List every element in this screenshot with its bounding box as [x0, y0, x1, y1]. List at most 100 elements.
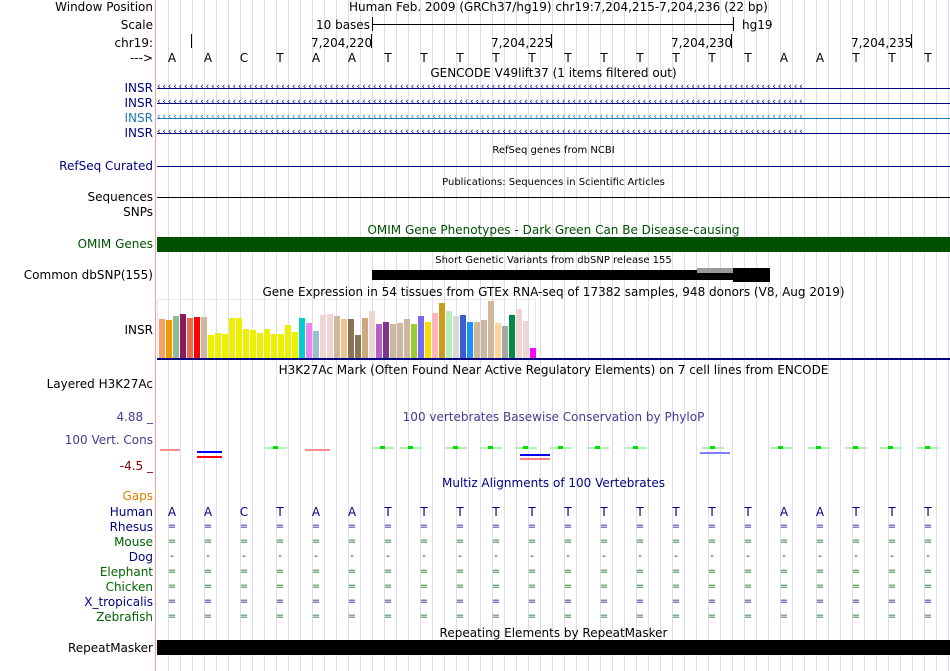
track-label-dbsnp[interactable]: Common dbSNP(155)	[23, 268, 153, 282]
gtex-bar-7[interactable]	[201, 316, 207, 359]
gtex-bar-52[interactable]	[516, 308, 522, 359]
gtex-bar-3[interactable]	[173, 315, 179, 359]
alignment-match: =	[563, 521, 573, 532]
gtex-bar-42[interactable]	[446, 310, 452, 359]
gtex-bar-26[interactable]	[334, 315, 340, 359]
gtex-chart[interactable]	[157, 299, 536, 359]
gtex-bar-35[interactable]	[397, 322, 403, 359]
species-label-chicken[interactable]: Chicken	[105, 580, 153, 594]
gtex-bar-2[interactable]	[166, 319, 172, 359]
gtex-bar-53[interactable]	[523, 320, 529, 359]
gtex-bar-11[interactable]	[229, 317, 235, 359]
gtex-bar-8[interactable]	[208, 334, 214, 359]
gtex-bar-31[interactable]	[369, 310, 375, 359]
insr-transcript[interactable]: ‹ ‹ ‹ ‹ ‹ ‹ ‹ ‹ ‹ ‹ ‹ ‹ ‹ ‹ ‹ ‹ ‹ ‹ ‹ ‹ …	[157, 84, 950, 93]
alignment-match: -	[494, 551, 498, 562]
gtex-bar-30[interactable]	[362, 317, 368, 359]
dbsnp-variant-gray[interactable]	[697, 268, 733, 273]
track-label-insr-2[interactable]: INSR	[124, 96, 153, 110]
track-label-gaps[interactable]: Gaps	[122, 489, 153, 503]
gtex-bar-36[interactable]	[404, 318, 410, 359]
gtex-bar-1[interactable]	[159, 319, 165, 359]
gtex-bar-48[interactable]	[488, 301, 494, 359]
gtex-bar-43[interactable]	[453, 315, 459, 359]
alignment-match: -	[422, 551, 426, 562]
track-label-snps[interactable]: SNPs	[123, 205, 153, 219]
alignment-match: =	[779, 566, 789, 577]
species-label-human[interactable]: Human	[109, 505, 153, 519]
gtex-bar-12[interactable]	[236, 317, 242, 359]
track-label-gtex-insr[interactable]: INSR	[124, 323, 153, 337]
track-label-h3k27ac[interactable]: Layered H3K27Ac	[46, 377, 153, 391]
gtex-bar-5[interactable]	[187, 318, 193, 359]
gtex-bar-17[interactable]	[271, 333, 277, 359]
insr-transcript[interactable]: ‹ ‹ ‹ ‹ ‹ ‹ ‹ ‹ ‹ ‹ ‹ ‹ ‹ ‹ ‹ ‹ ‹ ‹ ‹ ‹ …	[157, 129, 950, 138]
gtex-bar-38[interactable]	[418, 315, 424, 359]
refseq-line	[157, 166, 950, 167]
gtex-bar-34[interactable]	[390, 323, 396, 359]
gtex-bar-28[interactable]	[348, 318, 354, 359]
insr-transcript[interactable]: ‹ ‹ ‹ ‹ ‹ ‹ ‹ ‹ ‹ ‹ ‹ ‹ ‹ ‹ ‹ ‹ ‹ ‹ ‹ ‹ …	[157, 114, 950, 123]
species-label-elephant[interactable]: Elephant	[99, 565, 153, 579]
alignment-match: =	[779, 536, 789, 547]
dbsnp-variant-bar[interactable]	[372, 270, 697, 280]
gtex-bar-21[interactable]	[299, 317, 305, 359]
gtex-bar-18[interactable]	[278, 333, 284, 359]
gtex-bar-39[interactable]	[425, 321, 431, 359]
gtex-bar-45[interactable]	[467, 321, 473, 359]
gtex-bar-25[interactable]	[327, 313, 333, 359]
repeatmasker-bar[interactable]	[157, 640, 950, 655]
alignment-match: =	[203, 536, 213, 547]
gtex-bar-6[interactable]	[194, 316, 200, 359]
gtex-bar-51[interactable]	[509, 314, 515, 359]
gtex-bar-50[interactable]	[502, 325, 508, 359]
dbsnp-variant-block[interactable]	[733, 268, 770, 282]
track-label-repeatmasker[interactable]: RepeatMasker	[67, 641, 153, 655]
insr-transcript[interactable]: ‹ ‹ ‹ ‹ ‹ ‹ ‹ ‹ ‹ ‹ ‹ ‹ ‹ ‹ ‹ ‹ ‹ ‹ ‹ ‹ …	[157, 99, 950, 108]
gtex-bar-13[interactable]	[243, 329, 249, 359]
dbsnp-variant-bar-2[interactable]	[697, 273, 733, 280]
gtex-bar-4[interactable]	[180, 313, 186, 359]
gtex-bar-23[interactable]	[313, 330, 319, 359]
gtex-bar-49[interactable]	[495, 322, 501, 359]
track-label-sequences[interactable]: Sequences	[87, 190, 153, 204]
alignment-base: T	[420, 505, 428, 519]
gtex-bar-32[interactable]	[376, 323, 382, 359]
gtex-bar-14[interactable]	[250, 329, 256, 359]
gtex-bar-19[interactable]	[285, 324, 291, 359]
label-strand[interactable]: --->	[129, 51, 153, 65]
track-label-omim[interactable]: OMIM Genes	[77, 237, 153, 251]
gtex-bar-15[interactable]	[257, 332, 263, 359]
species-label-rhesus[interactable]: Rhesus	[109, 520, 153, 534]
gtex-bar-20[interactable]	[292, 331, 298, 359]
track-label-insr-3[interactable]: INSR	[124, 111, 153, 125]
gtex-bar-44[interactable]	[460, 314, 466, 359]
gtex-bar-27[interactable]	[341, 318, 347, 359]
rmsk-title: Repeating Elements by RepeatMasker	[439, 626, 668, 640]
gtex-bar-10[interactable]	[222, 333, 228, 359]
gtex-bar-16[interactable]	[264, 329, 270, 359]
species-label-zebrafish[interactable]: Zebrafish	[96, 610, 153, 624]
track-label-refseq[interactable]: RefSeq Curated	[59, 159, 153, 173]
gtex-bar-37[interactable]	[411, 323, 417, 359]
alignment-match: =	[923, 536, 933, 547]
alignment-match: =	[851, 521, 861, 532]
gtex-bar-41[interactable]	[439, 303, 445, 359]
track-label-insr-4[interactable]: INSR	[124, 126, 153, 140]
gtex-bar-9[interactable]	[215, 332, 221, 359]
species-label-dog[interactable]: Dog	[128, 550, 153, 564]
gtex-bar-22[interactable]	[306, 322, 312, 359]
track-label-insr-1[interactable]: INSR	[124, 81, 153, 95]
species-label-x_tropicalis[interactable]: X_tropicalis	[84, 595, 153, 609]
gtex-bar-47[interactable]	[481, 319, 487, 359]
species-label-mouse[interactable]: Mouse	[114, 535, 153, 549]
gtex-bar-24[interactable]	[320, 314, 326, 359]
gtex-bar-46[interactable]	[474, 321, 480, 359]
track-label-cons[interactable]: 100 Vert. Cons	[64, 433, 153, 447]
gtex-bar-40[interactable]	[432, 312, 438, 359]
gtex-bar-54[interactable]	[530, 347, 536, 359]
omim-gene-bar[interactable]	[157, 237, 950, 252]
alignment-match: =	[419, 596, 429, 607]
gtex-bar-29[interactable]	[355, 334, 361, 359]
gtex-bar-33[interactable]	[383, 321, 389, 359]
